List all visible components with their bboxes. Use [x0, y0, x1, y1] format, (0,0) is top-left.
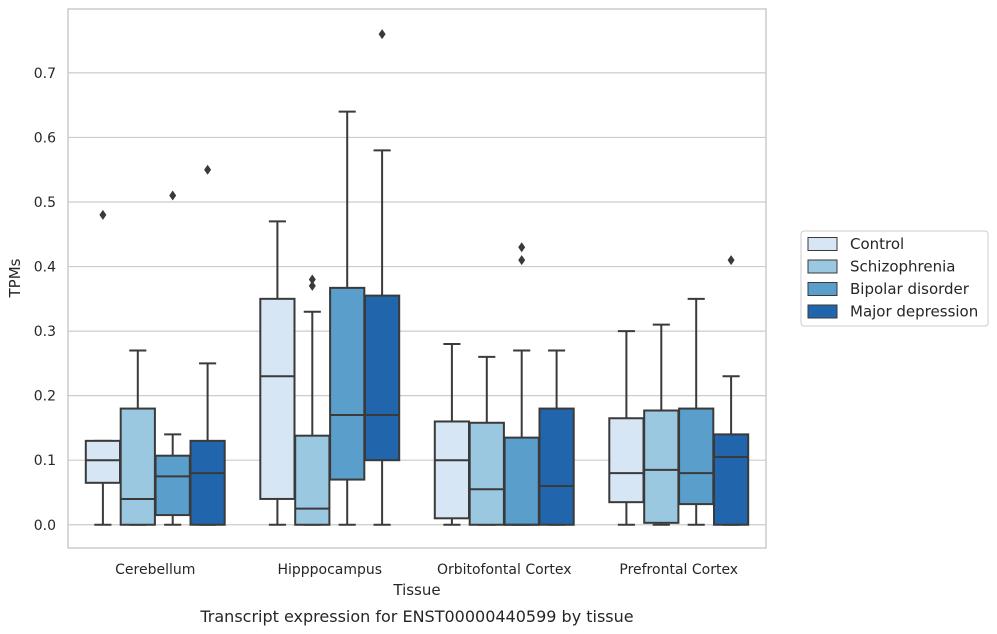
- y-tick-label: 0.1: [34, 453, 56, 469]
- y-axis-title: TPMs: [6, 258, 24, 298]
- y-tick-labels: 0.0 0.1 0.2 0.3 0.4 0.5 0.6 0.7: [34, 66, 56, 534]
- box-iqr: [329, 286, 366, 481]
- y-tick-label: 0.3: [34, 324, 56, 340]
- y-tick-label: 0.4: [34, 260, 56, 276]
- box-iqr: [608, 417, 645, 504]
- box-iqr: [433, 420, 471, 520]
- legend-label: Control: [850, 235, 904, 253]
- box-iqr: [119, 407, 156, 526]
- legend-label: Schizophrenia: [850, 258, 955, 276]
- x-tick-label: Cerebellum: [115, 562, 195, 578]
- y-tick-label: 0.2: [34, 389, 56, 405]
- box-bipolar-disorder: [329, 110, 366, 526]
- box-iqr: [538, 407, 575, 526]
- outlier-point: [204, 164, 212, 175]
- legend-swatch: [807, 237, 838, 251]
- box-schizophrenia: [119, 349, 156, 526]
- box-bipolar-disorder: [678, 297, 715, 526]
- legend-label: Major depression: [850, 303, 978, 321]
- y-tick-label: 0.6: [34, 130, 56, 146]
- y-tick-label: 0.5: [34, 195, 56, 211]
- outlier-point: [378, 29, 386, 40]
- box-control: [259, 220, 296, 526]
- box-iqr: [84, 439, 122, 484]
- x-tick-labels: Cerebellum Hipppocampus Orbitofontal Corte…: [115, 562, 738, 578]
- box-bipolar-disorder: [503, 242, 540, 526]
- box-iqr: [712, 433, 750, 526]
- legend-swatch: [807, 304, 838, 319]
- legend-swatch: [807, 259, 838, 274]
- outlier-point: [308, 274, 316, 285]
- x-tick-label: Hipppocampus: [277, 562, 382, 578]
- box-major-depression: [363, 29, 401, 526]
- outlier-point: [727, 255, 735, 266]
- box-major-depression: [189, 164, 226, 526]
- legend-swatch: [807, 282, 838, 296]
- box-iqr: [678, 407, 715, 506]
- box-iqr: [468, 421, 505, 526]
- box-control: [608, 330, 645, 526]
- box-iqr: [259, 297, 296, 500]
- outlier-point: [518, 242, 526, 253]
- outlier-point: [99, 209, 107, 220]
- box-schizophrenia: [294, 274, 331, 526]
- y-tick-label: 0.7: [34, 66, 56, 82]
- box-major-depression: [538, 349, 575, 526]
- box-major-depression: [712, 255, 750, 526]
- outlier-point: [308, 280, 316, 291]
- legend-frame: [800, 230, 989, 327]
- outlier-point: [518, 255, 526, 266]
- box-iqr: [294, 434, 331, 526]
- box-iqr: [643, 409, 680, 524]
- box-iqr: [363, 294, 401, 462]
- legend-label: Bipolar disorder: [850, 280, 970, 298]
- y-tick-label: 0.0: [34, 518, 56, 534]
- boxes: [84, 29, 750, 526]
- chart-caption: Transcript expression for ENST0000044059…: [199, 607, 633, 626]
- box-schizophrenia: [643, 323, 680, 526]
- legend: Control Schizophrenia Bipolar disorder Majo…: [800, 230, 989, 327]
- x-tick-label: Orbitofontal Cortex: [437, 562, 572, 578]
- box-control: [84, 209, 122, 526]
- outlier-point: [169, 190, 177, 201]
- box-iqr: [189, 439, 226, 526]
- x-tick-label: Prefrontal Cortex: [619, 562, 738, 578]
- box-control: [433, 343, 471, 526]
- box-iqr: [503, 436, 540, 526]
- box-iqr: [154, 454, 191, 517]
- x-axis-title: Tissue: [392, 581, 440, 599]
